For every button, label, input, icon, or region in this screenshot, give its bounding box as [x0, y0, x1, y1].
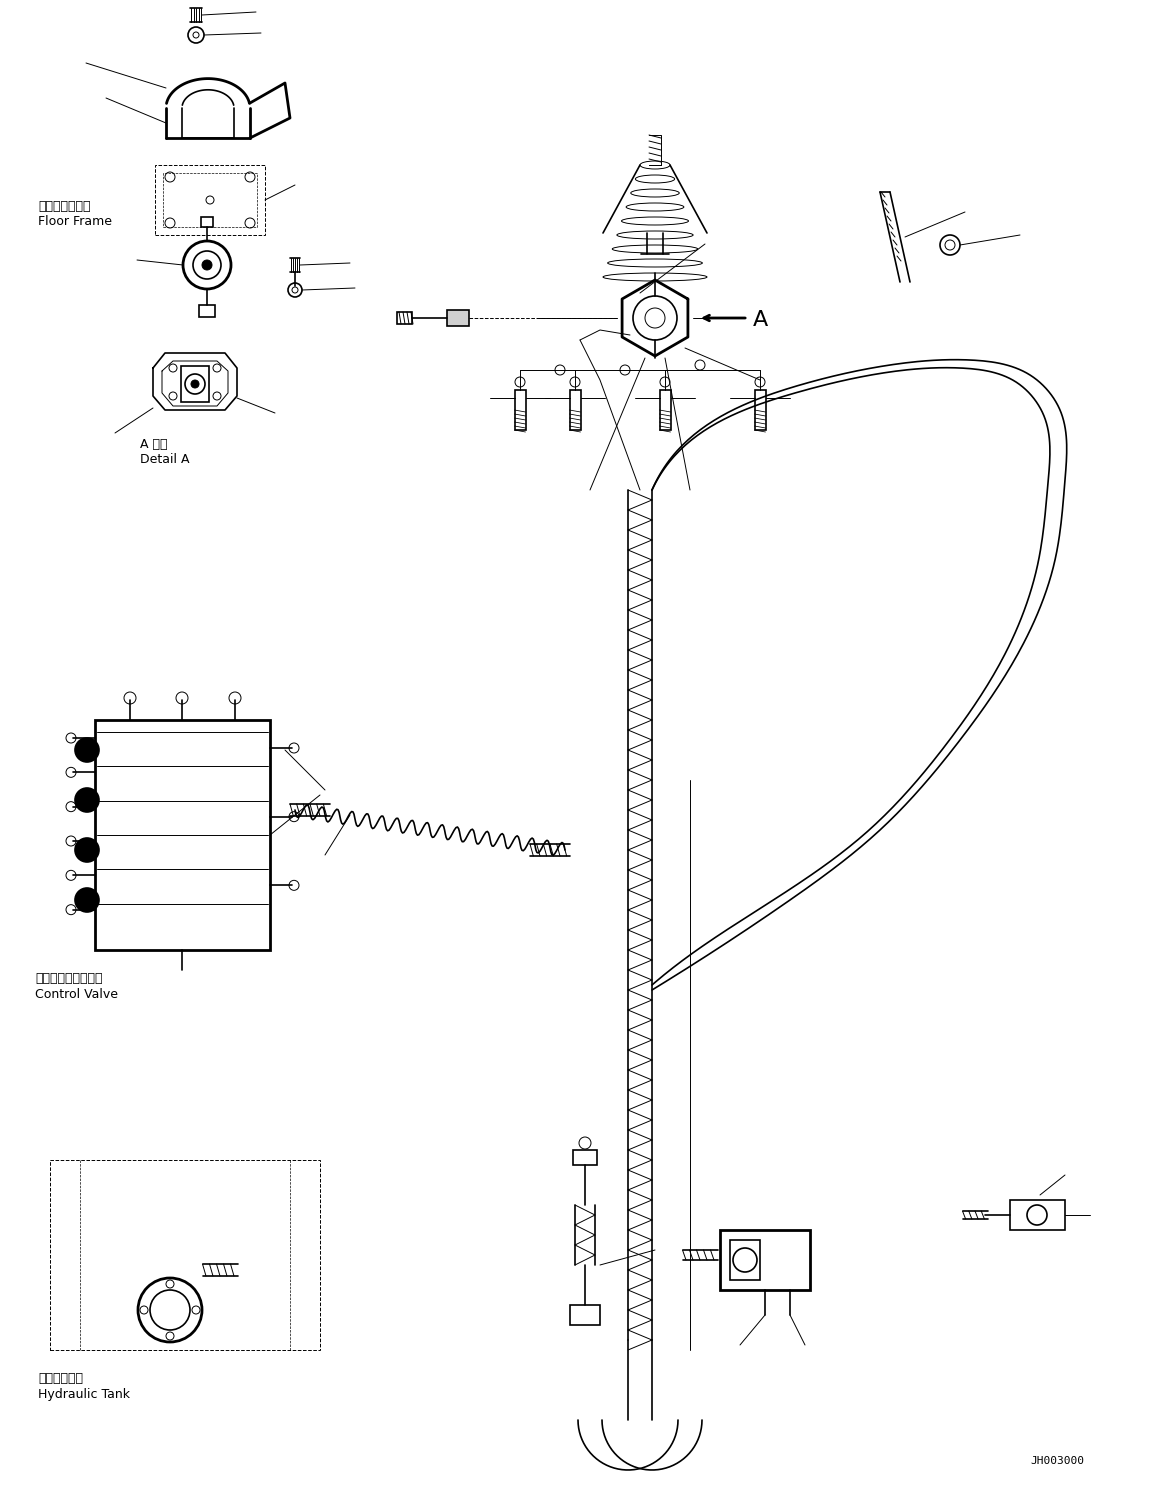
- Bar: [573, 1150, 597, 1165]
- Bar: [181, 366, 209, 403]
- Bar: [720, 1230, 809, 1290]
- Bar: [730, 1239, 759, 1279]
- Text: A 詳細: A 詳細: [140, 438, 167, 450]
- Circle shape: [74, 889, 99, 912]
- Text: JH003000: JH003000: [1030, 1456, 1084, 1467]
- Bar: [201, 217, 213, 227]
- Bar: [95, 721, 270, 950]
- Text: Floor Frame: Floor Frame: [38, 215, 112, 227]
- Bar: [199, 305, 215, 317]
- Text: コントロールバルブ: コントロールバルブ: [35, 972, 102, 985]
- Circle shape: [74, 788, 99, 811]
- Bar: [447, 311, 469, 325]
- Text: A: A: [752, 311, 769, 330]
- Bar: [755, 389, 765, 429]
- Bar: [163, 172, 257, 227]
- Circle shape: [74, 838, 99, 862]
- Circle shape: [191, 380, 199, 388]
- Bar: [50, 1161, 320, 1349]
- Circle shape: [202, 260, 212, 270]
- Text: Control Valve: Control Valve: [35, 988, 117, 1002]
- Circle shape: [74, 739, 99, 762]
- Bar: [1009, 1201, 1065, 1230]
- Bar: [659, 389, 671, 429]
- Text: フロアフレーム: フロアフレーム: [38, 201, 91, 212]
- Text: Detail A: Detail A: [140, 453, 190, 467]
- Text: 作動油タンク: 作動油タンク: [38, 1372, 83, 1385]
- Bar: [570, 1305, 600, 1326]
- Bar: [570, 389, 580, 429]
- Bar: [155, 165, 265, 235]
- Bar: [514, 389, 526, 429]
- Text: Hydraulic Tank: Hydraulic Tank: [38, 1388, 130, 1401]
- Bar: [397, 312, 412, 324]
